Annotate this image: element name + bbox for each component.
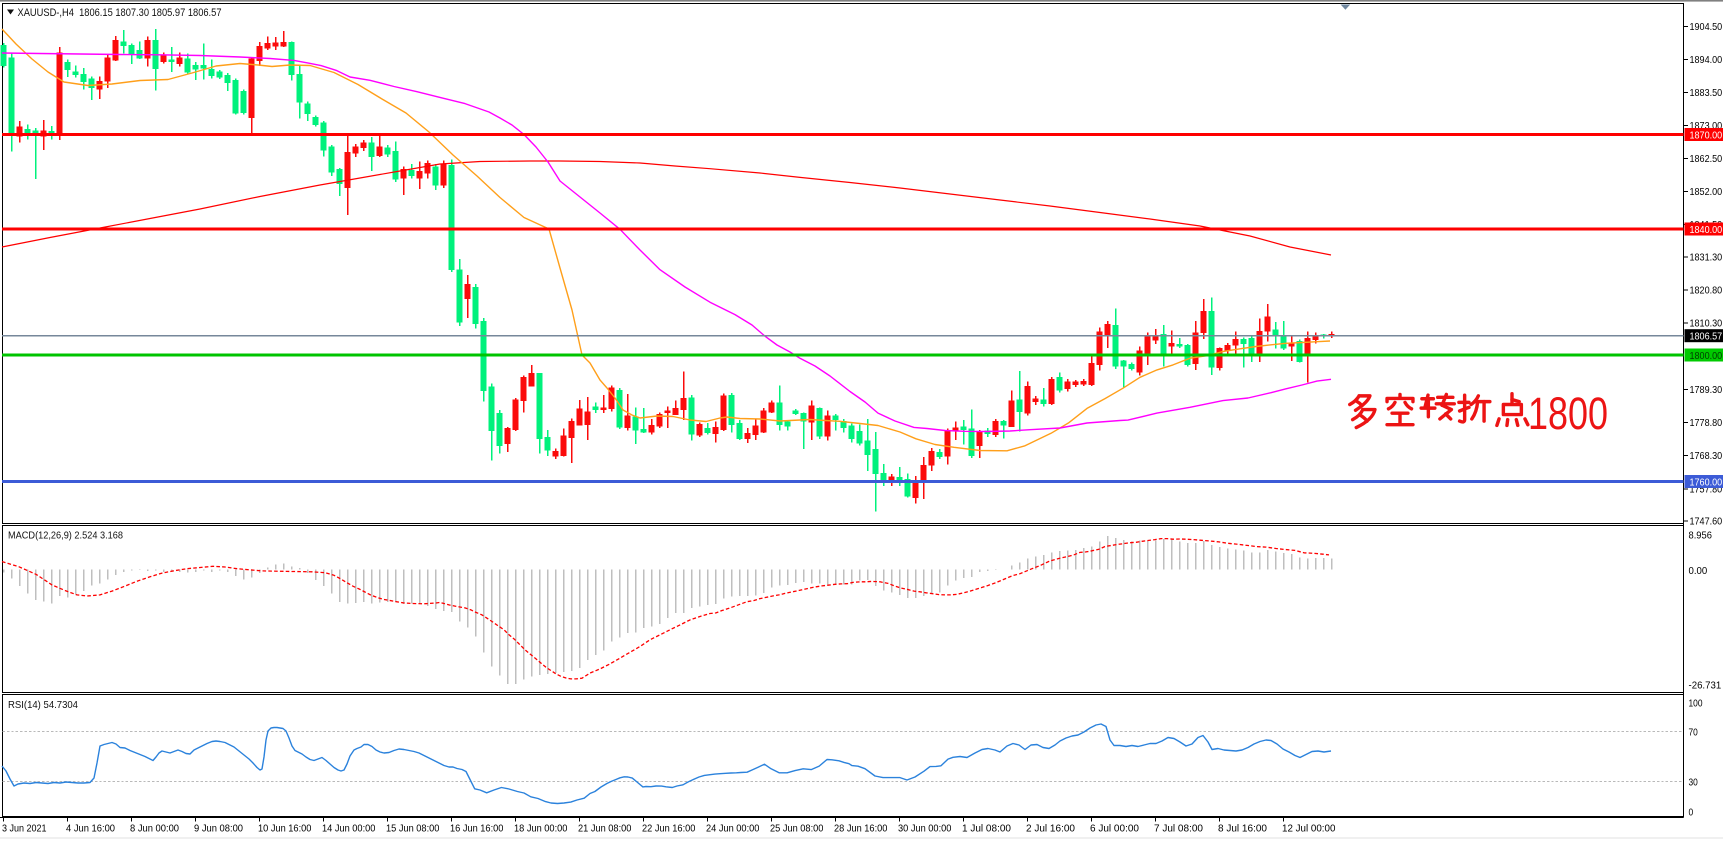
svg-text:70: 70	[1689, 726, 1698, 738]
svg-text:1904.50: 1904.50	[1690, 21, 1723, 33]
svg-text:7 Jul 08:00: 7 Jul 08:00	[1154, 823, 1203, 835]
svg-text:9 Jun 08:00: 9 Jun 08:00	[194, 823, 243, 835]
svg-text:14 Jun 00:00: 14 Jun 00:00	[322, 823, 376, 835]
svg-text:1862.50: 1862.50	[1690, 153, 1723, 165]
svg-text:0: 0	[1689, 807, 1694, 819]
svg-text:18 Jun 00:00: 18 Jun 00:00	[514, 823, 568, 835]
svg-text:12 Jul 00:00: 12 Jul 00:00	[1282, 823, 1336, 835]
svg-text:XAUUSD-,H4 1806.15 1807.30 18: XAUUSD-,H4 1806.15 1807.30 1805.97 1806.…	[18, 7, 222, 19]
svg-text:28 Jun 16:00: 28 Jun 16:00	[834, 823, 888, 835]
svg-text:MACD(12,26,9) 2.524 3.168: MACD(12,26,9) 2.524 3.168	[8, 530, 123, 542]
svg-text:8 Jun 00:00: 8 Jun 00:00	[130, 823, 179, 835]
svg-text:1883.50: 1883.50	[1690, 87, 1723, 99]
svg-text:1820.80: 1820.80	[1690, 285, 1723, 297]
svg-text:1831.30: 1831.30	[1690, 252, 1723, 264]
svg-text:1840.00: 1840.00	[1690, 224, 1723, 236]
svg-text:15 Jun 08:00: 15 Jun 08:00	[386, 823, 440, 835]
svg-text:2 Jul 16:00: 2 Jul 16:00	[1026, 823, 1075, 835]
svg-text:3 Jun 2021: 3 Jun 2021	[2, 823, 47, 835]
svg-text:30: 30	[1689, 776, 1698, 788]
svg-text:1789.30: 1789.30	[1690, 384, 1723, 396]
svg-text:100: 100	[1689, 697, 1703, 709]
svg-text:24 Jun 00:00: 24 Jun 00:00	[706, 823, 760, 835]
svg-text:0.00: 0.00	[1689, 565, 1708, 577]
svg-text:16 Jun 16:00: 16 Jun 16:00	[450, 823, 504, 835]
svg-text:1870.00: 1870.00	[1690, 130, 1723, 142]
svg-text:1778.80: 1778.80	[1690, 417, 1723, 429]
svg-text:1810.30: 1810.30	[1690, 318, 1723, 330]
svg-text:1852.00: 1852.00	[1690, 186, 1723, 198]
svg-text:1806.57: 1806.57	[1690, 331, 1723, 343]
svg-text:25 Jun 08:00: 25 Jun 08:00	[770, 823, 824, 835]
svg-text:1768.30: 1768.30	[1690, 450, 1723, 462]
svg-text:21 Jun 08:00: 21 Jun 08:00	[578, 823, 632, 835]
svg-text:6 Jul 00:00: 6 Jul 00:00	[1090, 823, 1139, 835]
svg-text:RSI(14) 54.7304: RSI(14) 54.7304	[8, 699, 78, 711]
svg-text:1800.00: 1800.00	[1690, 350, 1723, 362]
svg-text:4 Jun 16:00: 4 Jun 16:00	[66, 823, 115, 835]
svg-text:22 Jun 16:00: 22 Jun 16:00	[642, 823, 696, 835]
svg-text:1 Jul 08:00: 1 Jul 08:00	[962, 823, 1011, 835]
svg-text:1800: 1800	[1528, 388, 1608, 439]
svg-text:30 Jun 00:00: 30 Jun 00:00	[898, 823, 952, 835]
svg-text:1760.00: 1760.00	[1690, 477, 1723, 489]
svg-text:-26.731: -26.731	[1689, 680, 1722, 692]
svg-text:8 Jul 16:00: 8 Jul 16:00	[1218, 823, 1267, 835]
svg-text:1894.00: 1894.00	[1690, 54, 1723, 66]
svg-text:10 Jun 16:00: 10 Jun 16:00	[258, 823, 312, 835]
svg-text:8.956: 8.956	[1689, 529, 1713, 541]
svg-text:1747.60: 1747.60	[1690, 516, 1723, 528]
